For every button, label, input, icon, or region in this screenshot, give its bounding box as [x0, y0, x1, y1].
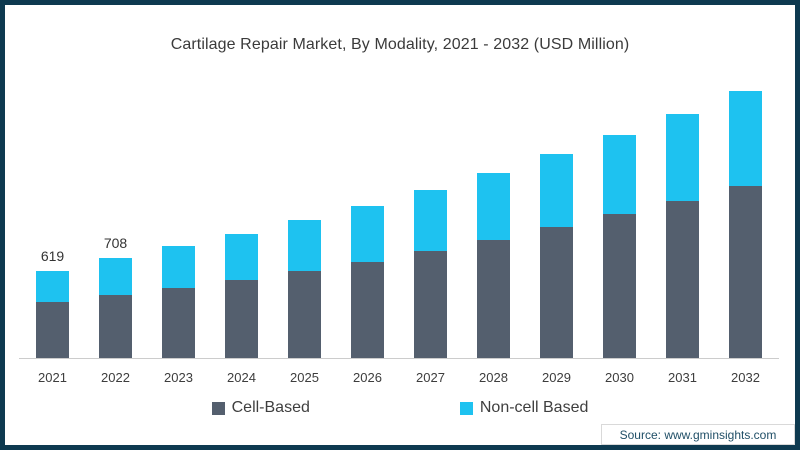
cell-based-segment-2022	[99, 295, 132, 358]
year-label-2025: 2025	[290, 370, 319, 385]
non-cell-based-segment-2028	[477, 173, 510, 240]
source-box: Source: www.gminsights.com	[601, 424, 795, 445]
non-cell-based-segment-2030	[603, 134, 636, 215]
bar-column-2022: 708 2022	[99, 90, 132, 385]
year-label-2026: 2026	[353, 370, 382, 385]
bar-column-2026: 2026	[351, 90, 384, 385]
cell-based-segment-2023	[162, 287, 195, 358]
year-label-2023: 2023	[164, 370, 193, 385]
cell-based-segment-2021	[36, 302, 69, 358]
non-cell-based-segment-2031	[666, 113, 699, 202]
year-label-2024: 2024	[227, 370, 256, 385]
bar-column-2031: 2031	[666, 90, 699, 385]
year-label-2022: 2022	[101, 370, 130, 385]
non-cell-based-segment-2027	[414, 190, 447, 251]
non-cell-based-segment-2029	[540, 154, 573, 228]
non-cell-based-segment-2026	[351, 206, 384, 262]
non-cell-based-swatch-icon	[459, 401, 473, 415]
bar-column-2024: 2024	[225, 90, 258, 385]
non-cell-based-segment-2024	[225, 234, 258, 281]
non-cell-based-segment-2022	[99, 258, 132, 296]
cell-based-segment-2028	[477, 239, 510, 358]
cell-based-segment-2031	[666, 201, 699, 358]
cell-based-segment-2027	[414, 250, 447, 358]
year-label-2030: 2030	[605, 370, 634, 385]
total-label-2022: 708	[103, 235, 128, 252]
total-label-2021: 619	[40, 247, 65, 264]
plot-area: 619 2021 708 2022 2023 2024 2025 2026 2027 2028 20…	[19, 90, 779, 385]
year-label-2032: 2032	[731, 370, 760, 385]
bar-column-2030: 2030	[603, 90, 636, 385]
legend-label-non-cell-based: Non-cell Based	[479, 399, 589, 416]
cell-based-swatch-icon	[211, 401, 225, 415]
legend-label-cell-based: Cell-Based	[231, 399, 310, 416]
cell-based-segment-2030	[603, 214, 636, 358]
bar-column-2023: 2023	[162, 90, 195, 385]
non-cell-based-segment-2021	[36, 270, 69, 303]
cell-based-segment-2029	[540, 227, 573, 358]
source-text: Source: www.gminsights.com	[619, 427, 777, 442]
bar-column-2025: 2025	[288, 90, 321, 385]
year-label-2021: 2021	[38, 370, 67, 385]
legend-item-cell-based: Cell-Based	[211, 399, 310, 417]
non-cell-based-segment-2032	[729, 91, 762, 186]
cell-based-segment-2032	[729, 185, 762, 358]
chart-title: Cartilage Repair Market, By Modality, 20…	[170, 36, 630, 53]
cell-based-segment-2026	[351, 261, 384, 358]
cell-based-segment-2024	[225, 280, 258, 358]
bar-column-2021: 619 2021	[36, 90, 69, 385]
cell-based-segment-2025	[288, 270, 321, 358]
legend-item-non-cell-based: Non-cell Based	[459, 399, 589, 417]
legend: Cell-Based Non-cell Based	[5, 399, 795, 417]
bar-column-2029: 2029	[540, 90, 573, 385]
year-label-2029: 2029	[542, 370, 571, 385]
year-label-2028: 2028	[479, 370, 508, 385]
non-cell-based-segment-2025	[288, 220, 321, 271]
bar-column-2028: 2028	[477, 90, 510, 385]
bar-column-2027: 2027	[414, 90, 447, 385]
year-label-2031: 2031	[668, 370, 697, 385]
bar-column-2032: 2032	[729, 90, 762, 385]
year-label-2027: 2027	[416, 370, 445, 385]
non-cell-based-segment-2023	[162, 246, 195, 288]
